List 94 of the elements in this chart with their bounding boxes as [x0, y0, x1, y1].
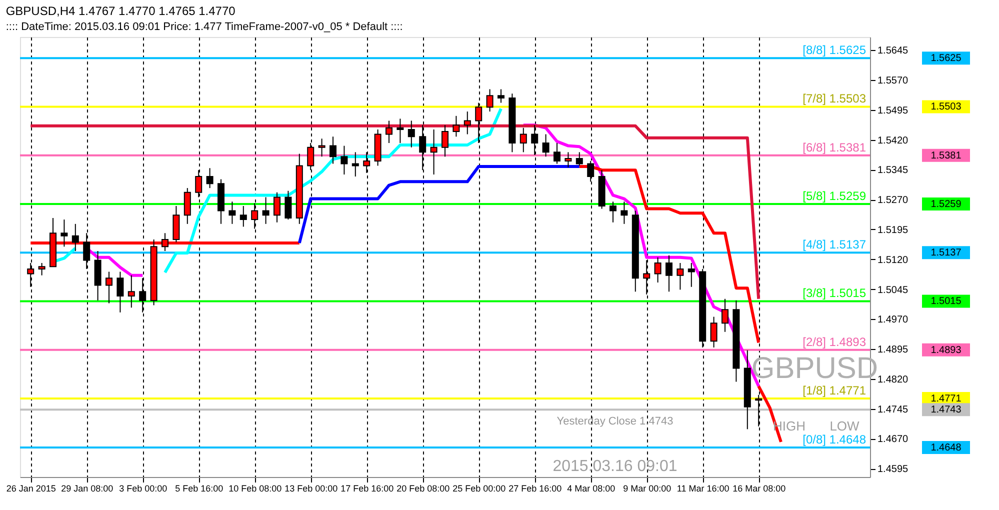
- x-tick-label: 4 Mar 08:00: [567, 484, 616, 494]
- candlestick: [386, 120, 392, 144]
- ref-line-label: [1/8] 1.4771: [802, 383, 866, 398]
- candlestick: [554, 142, 560, 164]
- x-tick-label: 27 Feb 16:00: [508, 484, 562, 494]
- candlestick: [274, 192, 280, 223]
- x-tick-label: 16 Mar 08:00: [732, 484, 786, 494]
- candlestick: [498, 88, 504, 104]
- candlestick: [442, 124, 448, 158]
- candlestick: [452, 115, 460, 138]
- ref-line-label: [0/8] 1.4648: [802, 432, 866, 447]
- ref-line-label: [6/8] 1.5381: [802, 140, 866, 154]
- y-tick-label: 1.4670: [878, 434, 909, 446]
- x-tick-label: 9 Mar 00:00: [623, 484, 672, 494]
- y-tick-label: 1.5270: [878, 195, 909, 206]
- candlestick: [106, 271, 112, 304]
- x-tick-label: 10 Feb 08:00: [228, 484, 282, 494]
- x-tick-label: 25 Feb 00:00: [452, 484, 506, 494]
- candlestick: [576, 152, 583, 166]
- y-tick-label: 1.5195: [878, 225, 909, 236]
- y-tick-label: 1.5420: [878, 135, 909, 146]
- x-tick-label: 20 Feb 08:00: [396, 484, 450, 494]
- x-tick-label: 3 Feb 00:00: [119, 484, 168, 494]
- annotation: LOW: [830, 418, 860, 434]
- candlestick: [72, 223, 79, 252]
- y-tick-label: 1.4745: [878, 404, 909, 416]
- ref-line-label: [8/8] 1.5625: [802, 43, 866, 58]
- ref-line-label: [7/8] 1.5503: [802, 92, 866, 106]
- candlestick: [676, 262, 684, 290]
- text: 1.5381: [930, 150, 962, 162]
- text: 1.5015: [930, 296, 962, 308]
- text: 1.5625: [930, 53, 962, 64]
- text: 1.5503: [930, 102, 962, 113]
- y-tick-label: 1.4595: [878, 464, 909, 476]
- y-tick-label: 1.4820: [878, 374, 909, 386]
- candlestick: [464, 111, 471, 135]
- y-tick-label: 1.5645: [878, 46, 909, 57]
- text: 1.5137: [930, 248, 962, 259]
- candlestick: [520, 127, 527, 153]
- y-tick-label: 1.5495: [878, 105, 909, 116]
- candlestick: [654, 256, 662, 284]
- candlestick: [542, 134, 550, 158]
- candlestick: [340, 145, 348, 175]
- candlestick: [284, 190, 292, 220]
- candlestick: [228, 201, 236, 224]
- candlestick: [710, 316, 718, 348]
- line-series: [164, 107, 502, 274]
- candlestick: [318, 138, 326, 158]
- text: 1.4743: [930, 404, 962, 416]
- x-tick-label: 5 Feb 16:00: [175, 484, 224, 494]
- candlestick: [116, 271, 124, 313]
- ref-line-label: [4/8] 1.5137: [802, 238, 866, 252]
- annotation: 2015.03.16 09:01: [552, 458, 678, 475]
- candlestick: [610, 201, 616, 223]
- candlestick: [666, 254, 672, 292]
- candlestick: [408, 120, 415, 148]
- y-tick-label: 1.4895: [878, 344, 909, 356]
- candlestick: [430, 128, 438, 175]
- y-tick-label: 1.4970: [878, 314, 909, 326]
- text: 1.4893: [930, 344, 962, 356]
- text: 1.4648: [930, 442, 962, 454]
- candlestick: [486, 88, 494, 112]
- candlestick: [330, 136, 336, 164]
- chart-subtitle: :::: DateTime: 2015.03.16 09:01 Price: 1.477 TimeFrame-2007-v0_05 * Default ::::: [6, 21, 403, 33]
- text: 1.4771: [930, 393, 962, 404]
- text: 1.5259: [930, 198, 962, 210]
- candlestick: [620, 201, 628, 224]
- candlestick: [352, 152, 359, 177]
- candlestick: [564, 152, 572, 168]
- candlestick: [128, 274, 135, 308]
- y-tick-label: 1.5570: [878, 76, 909, 87]
- candlestick: [722, 298, 728, 332]
- y-tick-label: 1.5045: [878, 284, 909, 296]
- x-tick-label: 26 Jan 2015: [6, 484, 56, 494]
- candlestick: [688, 262, 695, 288]
- chart-title: GBPUSD,H4 1.4767 1.4770 1.4765 1.4770: [6, 4, 236, 18]
- x-tick-label: 13 Feb 00:00: [284, 484, 338, 494]
- candlestick: [184, 188, 191, 224]
- line-series: [298, 165, 581, 245]
- x-tick-label: 11 Mar 16:00: [676, 484, 730, 494]
- candlestick: [262, 196, 270, 224]
- ref-line-label: [5/8] 1.5259: [802, 188, 866, 203]
- candlestick: [396, 118, 404, 144]
- y-tick-label: 1.5345: [878, 165, 909, 176]
- candlestick: [240, 205, 247, 228]
- ref-line-label: [3/8] 1.5015: [802, 286, 866, 300]
- ref-line-label: Yesterday Close 1.4743: [556, 416, 674, 428]
- y-tick-label: 1.5120: [878, 254, 909, 266]
- candlestick: [60, 219, 68, 248]
- x-tick-label: 29 Jan 08:00: [61, 484, 114, 494]
- candlestick: [206, 168, 214, 189]
- x-tick-label: 17 Feb 16:00: [340, 484, 394, 494]
- ref-line-label: [2/8] 1.4893: [802, 334, 866, 349]
- candlestick: [38, 262, 46, 276]
